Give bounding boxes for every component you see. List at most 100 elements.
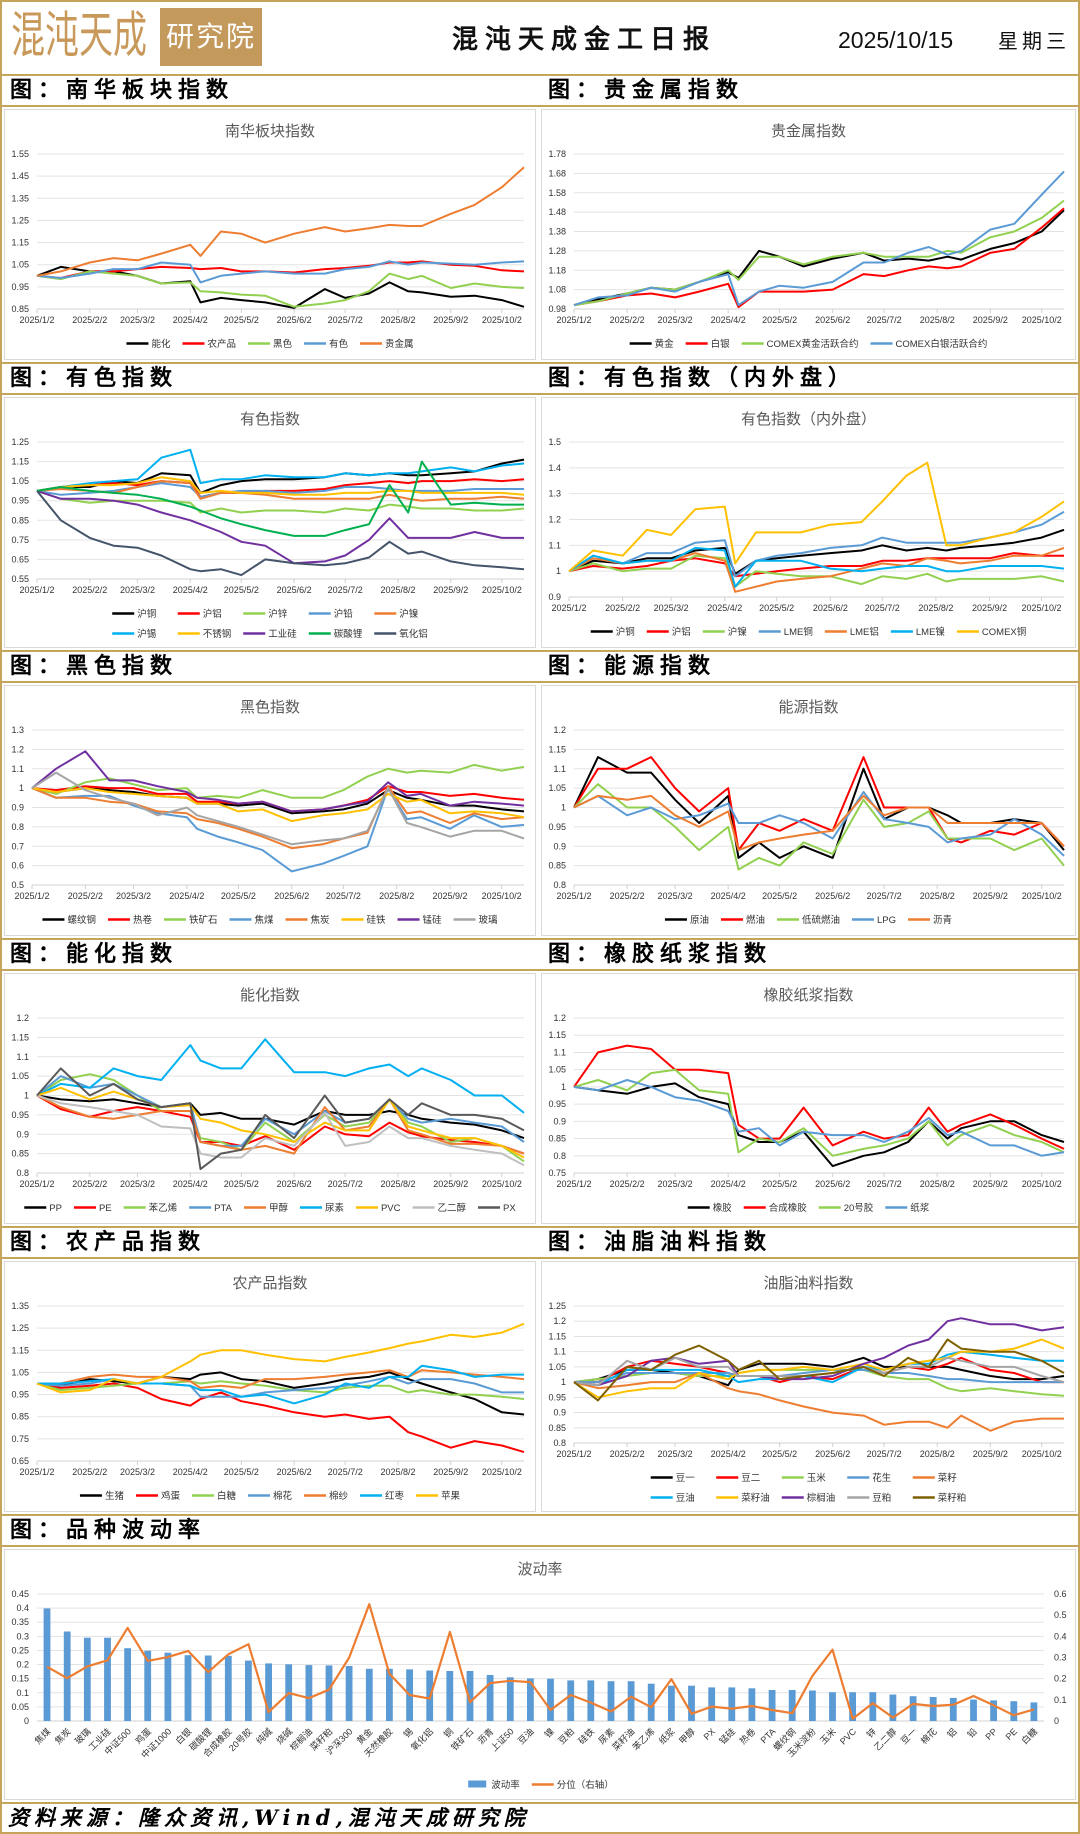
chart-title: 有色指数（内外盘） (741, 410, 876, 428)
series-line (36, 1067, 525, 1171)
category-label: 纯碱 (254, 1726, 275, 1747)
y-tick-label: 0.35 (11, 1617, 29, 1627)
y-tick-label: 1.15 (548, 1030, 566, 1040)
y-tick-label: 0.9 (553, 1408, 566, 1418)
legend-item: 氧化铝 (374, 628, 428, 640)
legend-item: 白银 (685, 338, 730, 350)
volatility-bar (748, 1688, 756, 1721)
volatility-bar (849, 1692, 856, 1721)
series-line (568, 546, 1065, 588)
category-label: 甲醇 (676, 1726, 697, 1747)
y-tick-label: 1.1 (548, 540, 561, 550)
category-label: 铁矿石 (449, 1726, 476, 1753)
series-line (37, 1369, 525, 1389)
x-tick-label: 2025/2/2 (605, 603, 640, 613)
category-label: 铝 (945, 1726, 959, 1740)
category-label: PE (1004, 1726, 1020, 1742)
y-tick-label: 1.15 (11, 238, 29, 248)
y-tick-label: 0.9 (16, 1129, 29, 1139)
x-tick-label: 2025/8/2 (920, 1179, 955, 1189)
y-tick-label: 1.2 (553, 725, 566, 735)
y-tick-label: 0.85 (11, 1149, 29, 1159)
y-tick-label: 0.98 (548, 304, 566, 314)
y-tick-label: 1.28 (548, 246, 566, 256)
chart-panel-energy: 能源指数 0.8 0.85 0.9 0.95 1 1.05 1.1 1.15 1.2 2025/1/… (541, 685, 1076, 936)
y-tick-label: 1.1 (553, 1047, 566, 1057)
x-tick-label: 2025/6/2 (815, 1449, 850, 1459)
x-tick-label: 2025/6/2 (813, 603, 848, 613)
y-tick-label: 1.68 (548, 168, 566, 178)
legend-label: 沪铅 (334, 608, 354, 620)
y2-tick-label: 0.5 (1054, 1610, 1067, 1620)
chart-title: 能源指数 (778, 698, 838, 716)
legend-label: 棉纱 (329, 1490, 349, 1502)
legend-label: 甲醇 (269, 1202, 289, 1214)
y-tick-label: 1.2 (16, 1013, 29, 1023)
section-title-volatility: 图：品种波动率 (10, 1517, 207, 1543)
legend-item: 白糖 (191, 1490, 236, 1502)
legend-item: 硅铁 (341, 914, 386, 926)
category-label: 铜 (441, 1726, 455, 1740)
volatility-bar (788, 1690, 796, 1721)
series-line (31, 763, 525, 799)
x-tick-label: 2025/7/2 (328, 1467, 363, 1477)
legend-item: PX (478, 1203, 516, 1214)
x-tick-label: 2025/8/2 (379, 891, 414, 901)
x-tick-label: 2025/9/2 (433, 585, 468, 595)
legend-label: 焦煤 (254, 914, 274, 926)
y-tick-label: 1.78 (548, 149, 566, 159)
legend-label: 生猪 (105, 1490, 125, 1502)
section-title-ferrous: 图：黑色指数 (10, 653, 179, 679)
category-label: 豆一 (899, 1726, 919, 1746)
category-label: 锰硅 (717, 1726, 738, 1747)
volatility-bar (929, 1697, 937, 1721)
x-tick-label: 2025/10/2 (1022, 1449, 1062, 1459)
legend-item: 波动率 (468, 1779, 520, 1791)
chart-panel-ferrous: 黑色指数 0.5 0.6 0.7 0.8 0.9 1 1.1 1.2 1.3 2025/1/2 202… (4, 685, 536, 936)
chart-panel-chemicals: 能化指数 0.8 0.85 0.9 0.95 1 1.05 1.1 1.15 1.2 2025/1/… (4, 973, 536, 1224)
legend-item: 苯乙烯 (123, 1202, 178, 1214)
x-tick-label: 2025/1/2 (19, 315, 54, 325)
category-label: 20号胶 (226, 1726, 254, 1754)
x-tick-label: 2025/4/2 (173, 1467, 208, 1477)
logo-wordmark: 混沌天成 (11, 7, 147, 65)
report-footer: 资料来源：隆众资讯,Wind,混沌天成研究院 (2, 1802, 1078, 1832)
x-tick-label: 2025/1/2 (19, 1179, 54, 1189)
y-tick-label: 1.2 (553, 1013, 566, 1023)
legend-item: 焦煤 (229, 914, 274, 926)
series-line (568, 552, 1064, 578)
y-tick-label: 0.95 (548, 1392, 566, 1402)
y-tick-label: 1.05 (11, 476, 29, 486)
x-tick-label: 2025/1/2 (19, 1467, 54, 1477)
legend-item: 豆粕 (847, 1492, 891, 1504)
legend-label: 豆一 (676, 1473, 696, 1484)
section-header: 图：南华板块指数 图：贵金属指数 (2, 76, 1078, 107)
legend-label: LME铜 (784, 626, 813, 638)
y-tick-label: 0.75 (548, 1168, 566, 1178)
x-tick-label: 2025/3/2 (658, 315, 693, 325)
section-title-nanhua: 图：南华板块指数 (10, 77, 235, 103)
x-tick-label: 2025/2/2 (610, 315, 645, 325)
volatility-bar (184, 1655, 192, 1721)
volatility-bar (647, 1683, 655, 1721)
x-tick-label: 2025/4/2 (173, 585, 208, 595)
volatility-bar (466, 1671, 474, 1721)
x-tick-label: 2025/9/2 (433, 891, 468, 901)
volatility-bar (567, 1680, 575, 1721)
row-volatility: 图：品种波动率 波动率 0 0.05 0.1 0.15 0.2 0.25 0.3 0.35 0.4… (2, 1514, 1078, 1802)
series-line (36, 1382, 525, 1454)
y-tick-label: 1.3 (548, 489, 561, 499)
series-line (36, 458, 525, 494)
chart-panel-oils-oilseeds: 油脂油料指数 0.8 0.85 0.9 0.95 1 1.05 1.1 1.15 1.2 1.25 2… (541, 1261, 1076, 1512)
y-tick-label: 0.4 (16, 1603, 29, 1613)
x-tick-label: 2025/10/2 (482, 1179, 522, 1189)
legend-item: 焦炭 (285, 914, 330, 926)
y-tick-label: 1 (561, 803, 566, 813)
legend-label: PP (49, 1203, 62, 1214)
legend-item: 黑色 (247, 338, 292, 350)
volatility-bar (43, 1608, 51, 1721)
volatility-bar (83, 1637, 91, 1721)
series-line (36, 490, 525, 577)
legend-item: 玻璃 (453, 914, 498, 926)
chart-panel-nonferrous-domestic-foreign: 有色指数（内外盘） 0.9 1 1.1 1.2 1.3 1.4 1.5 2025/1/2 2025… (541, 397, 1076, 648)
